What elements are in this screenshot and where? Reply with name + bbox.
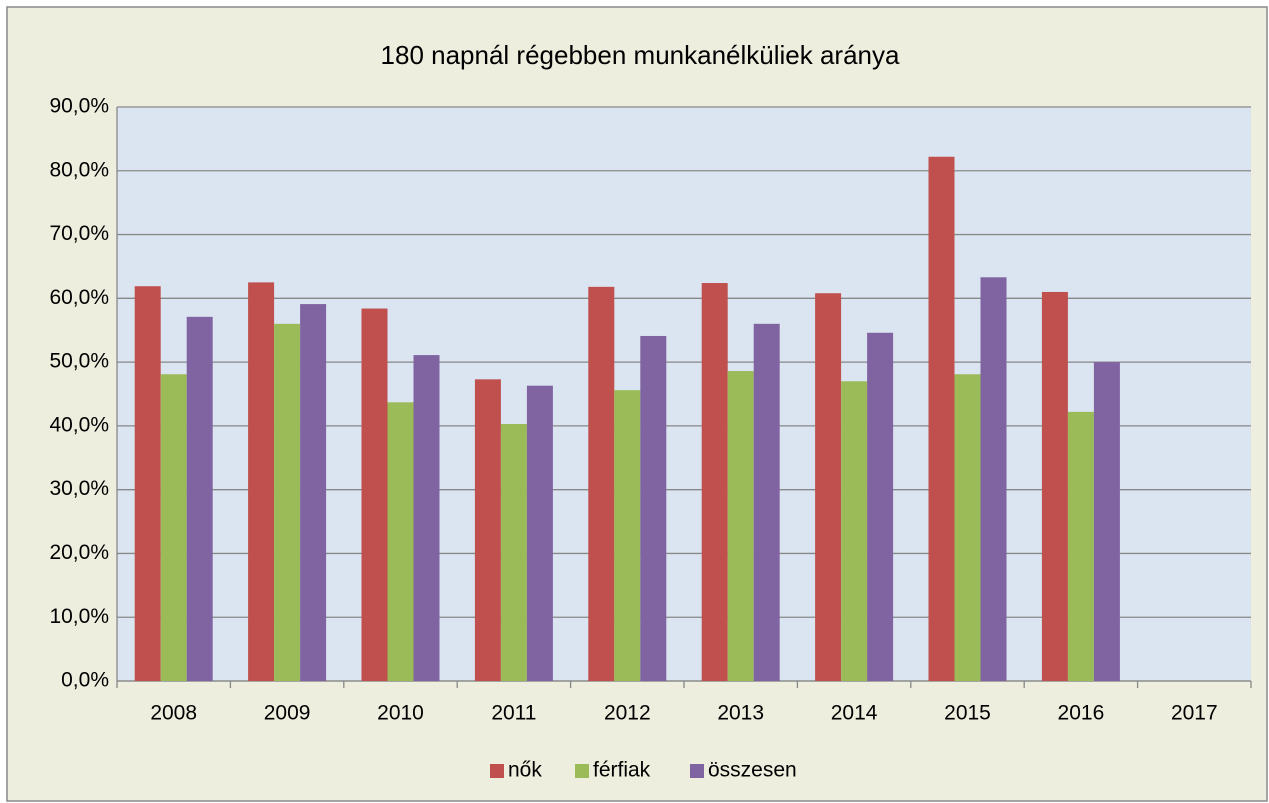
bar	[753, 323, 780, 681]
bar	[1041, 291, 1068, 681]
bar	[387, 402, 414, 681]
x-tick-label: 2013	[717, 702, 764, 725]
bar	[186, 316, 213, 681]
y-tick-label: 20,0%	[49, 541, 109, 564]
y-tick-label: 0,0%	[61, 669, 109, 692]
bar	[413, 355, 440, 681]
bar	[588, 286, 615, 681]
bar	[526, 385, 553, 681]
bar	[928, 156, 955, 681]
bar	[1093, 362, 1120, 681]
bar	[1067, 411, 1094, 681]
legend-swatch	[490, 764, 504, 778]
legend-label: férfiak	[593, 759, 651, 782]
x-tick-label: 2014	[831, 702, 878, 725]
bar	[474, 379, 501, 681]
bar	[274, 323, 301, 681]
chart-title: 180 napnál régebben munkanélküliek arány…	[381, 40, 900, 70]
bar	[701, 283, 728, 681]
bar	[361, 308, 388, 681]
bar	[248, 282, 275, 681]
x-tick-label: 2017	[1171, 702, 1218, 725]
x-tick-label: 2012	[604, 702, 651, 725]
x-tick-label: 2010	[377, 702, 424, 725]
x-tick-label: 2016	[1058, 702, 1105, 725]
bar	[815, 293, 842, 681]
x-tick-label: 2011	[491, 702, 536, 725]
bar	[980, 277, 1007, 681]
bar	[954, 374, 981, 681]
bar	[640, 335, 667, 681]
y-tick-label: 40,0%	[49, 413, 109, 436]
y-tick-label: 60,0%	[49, 286, 109, 309]
y-tick-label: 90,0%	[49, 95, 109, 118]
bar	[300, 304, 327, 681]
legend-label: nők	[508, 759, 542, 782]
bar	[134, 286, 161, 681]
bar	[867, 332, 894, 681]
legend-swatch	[690, 764, 704, 778]
y-tick-label: 30,0%	[49, 477, 109, 500]
y-tick-label: 70,0%	[49, 222, 109, 245]
x-tick-label: 2015	[944, 702, 991, 725]
bar	[500, 423, 527, 681]
bar	[841, 381, 868, 681]
x-tick-label: 2009	[264, 702, 311, 725]
bar	[614, 390, 641, 681]
legend-label: összesen	[708, 759, 797, 782]
legend-swatch	[575, 764, 589, 778]
bar	[727, 371, 754, 681]
y-tick-label: 10,0%	[49, 605, 109, 628]
bar	[160, 374, 187, 681]
y-tick-label: 50,0%	[49, 350, 109, 373]
y-tick-label: 80,0%	[49, 158, 109, 181]
x-tick-label: 2008	[150, 702, 197, 725]
